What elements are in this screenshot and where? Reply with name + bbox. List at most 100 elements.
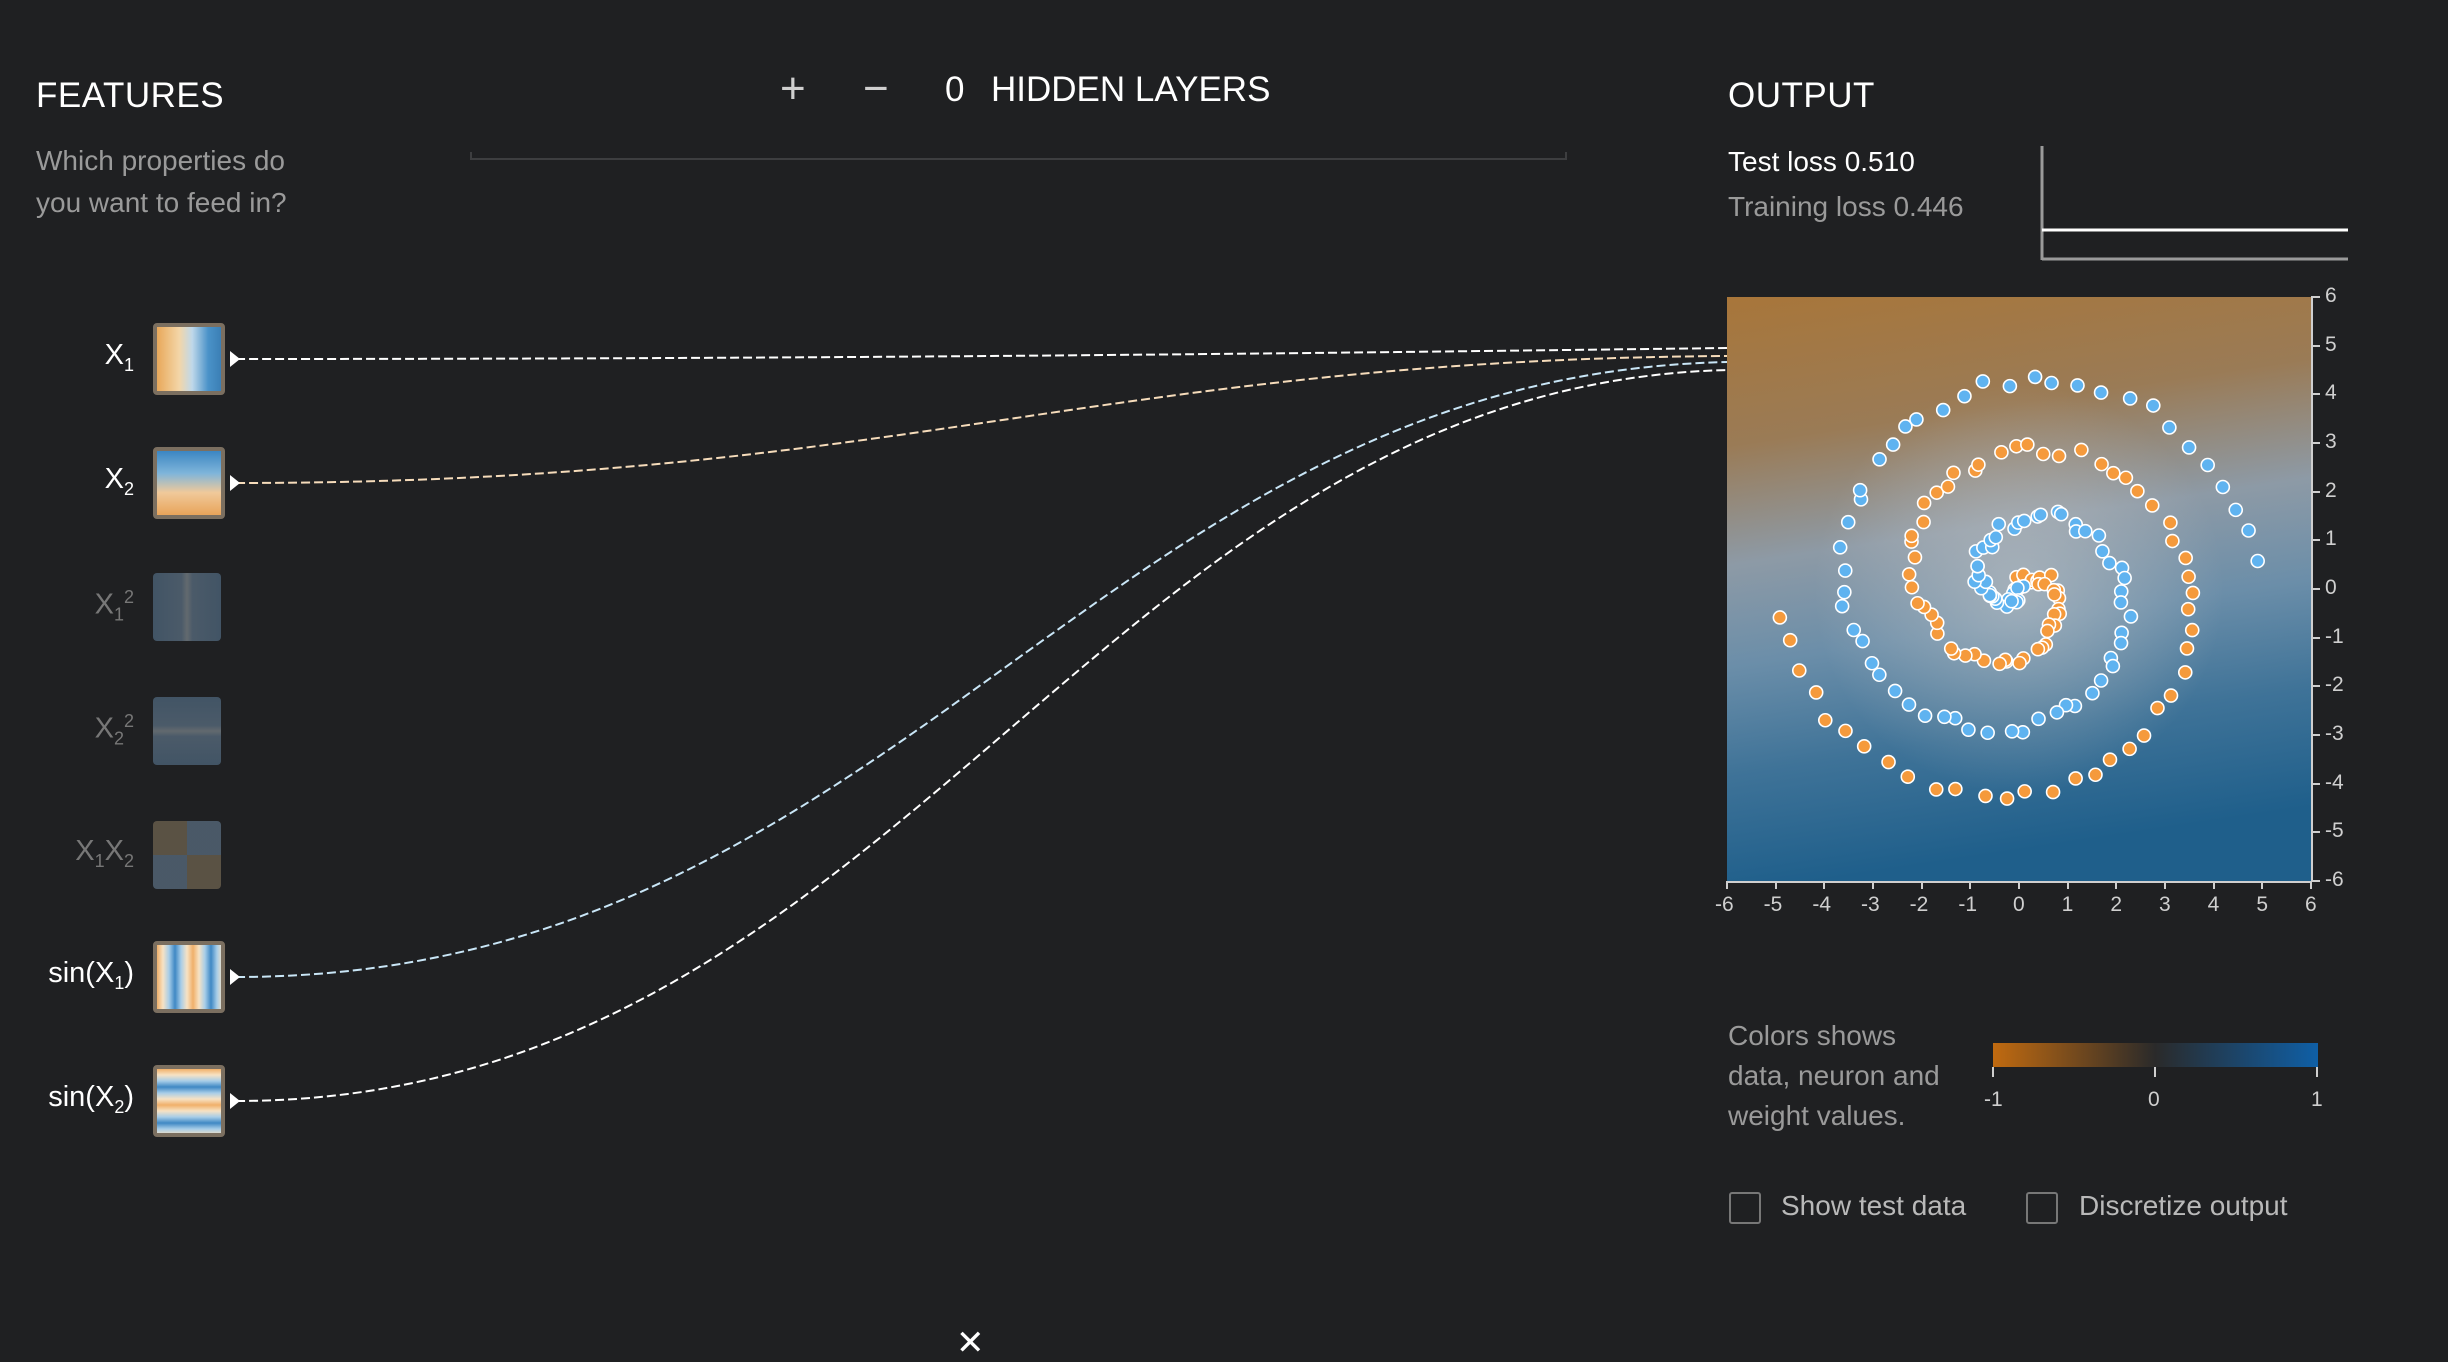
feature-toggle-5[interactable] bbox=[153, 821, 221, 889]
data-point-orange bbox=[2088, 767, 2103, 783]
x-tick-label: -3 bbox=[1861, 893, 1880, 916]
x-tick-mark bbox=[2115, 881, 2118, 889]
data-point-blue bbox=[2095, 543, 2110, 559]
data-point-orange bbox=[1992, 656, 2007, 672]
hidden-layer-count: 0 bbox=[945, 70, 965, 109]
data-point-orange bbox=[1817, 712, 1833, 728]
x-tick-label: -5 bbox=[1763, 893, 1783, 916]
data-point-blue bbox=[2241, 523, 2256, 538]
x-tick-mark bbox=[1726, 881, 1728, 889]
feature-label-sub: 2 bbox=[123, 478, 134, 499]
feature-output-arrow bbox=[230, 969, 240, 985]
data-point-orange bbox=[2184, 622, 2200, 638]
feature-label: X22 bbox=[0, 711, 134, 749]
feature-toggle-1[interactable] bbox=[153, 323, 225, 395]
y-tick-mark bbox=[2311, 442, 2320, 444]
data-point-blue bbox=[2123, 609, 2139, 624]
x-tick-mark bbox=[2164, 881, 2166, 889]
data-point-orange bbox=[2068, 771, 2083, 786]
data-point-blue bbox=[1988, 529, 2004, 545]
data-point-orange bbox=[1900, 769, 1916, 784]
data-point-orange bbox=[1928, 782, 1944, 797]
link-x2 bbox=[235, 355, 1729, 484]
x-tick-label: -1 bbox=[1958, 893, 1978, 916]
feature-toggle-6[interactable] bbox=[153, 941, 225, 1013]
data-point-blue bbox=[1885, 437, 1901, 452]
data-point-orange bbox=[2130, 483, 2145, 499]
data-point-orange bbox=[1916, 495, 1932, 511]
data-point-orange bbox=[2150, 700, 2165, 716]
data-point-orange bbox=[1910, 595, 1925, 611]
data-point-orange bbox=[2106, 465, 2121, 481]
data-point-orange bbox=[1971, 457, 1986, 472]
add-layer-button[interactable]: + bbox=[780, 64, 806, 113]
data-point-orange bbox=[2144, 498, 2160, 513]
link-sinx2 bbox=[235, 369, 1729, 1102]
data-point-blue bbox=[1834, 598, 1850, 614]
y-tick-label: -1 bbox=[2325, 624, 2344, 648]
data-point-blue bbox=[1840, 514, 1856, 530]
data-point-blue bbox=[2250, 553, 2265, 569]
data-point-blue bbox=[1909, 412, 1924, 427]
legend-description: Colors shows data, neuron and weight val… bbox=[1728, 1016, 1940, 1136]
data-point-blue bbox=[1970, 558, 1985, 574]
feature-toggle-2[interactable] bbox=[153, 447, 225, 519]
data-point-orange bbox=[2178, 550, 2193, 566]
data-point-blue bbox=[2004, 723, 2020, 739]
feature-toggle-4[interactable] bbox=[153, 697, 221, 765]
close-icon[interactable]: ✕ bbox=[956, 1324, 985, 1362]
data-point-blue bbox=[2162, 420, 2177, 435]
data-point-orange bbox=[2051, 448, 2067, 464]
scale-mid-label: 0 bbox=[2148, 1088, 2160, 1111]
x-tick-mark bbox=[2310, 881, 2312, 889]
discretize-output-checkbox[interactable] bbox=[2026, 1192, 2058, 1224]
data-point-blue bbox=[1837, 584, 1852, 600]
show-test-data-label[interactable]: Show test data bbox=[1781, 1190, 1967, 1221]
x-tick-label: -6 bbox=[1715, 893, 1734, 916]
data-point-blue bbox=[2027, 369, 2043, 385]
features-question: Which properties do you want to feed in? bbox=[36, 140, 287, 224]
data-point-blue bbox=[1864, 655, 1880, 671]
discretize-output-label[interactable]: Discretize output bbox=[2079, 1190, 2288, 1221]
feature-label-base: X bbox=[104, 463, 124, 495]
y-tick-label: 1 bbox=[2325, 527, 2337, 551]
data-point-blue bbox=[2122, 391, 2138, 406]
data-point-blue bbox=[1937, 709, 1952, 725]
feature-label: X1 bbox=[0, 339, 134, 376]
y-tick-label: -3 bbox=[2325, 722, 2344, 745]
data-point-orange bbox=[2030, 641, 2046, 657]
data-point-blue bbox=[2228, 502, 2244, 518]
y-tick-label: 3 bbox=[2325, 430, 2337, 453]
scale-tick-mid bbox=[2154, 1067, 2156, 1077]
x-tick-mark bbox=[1872, 881, 1874, 889]
x-tick-label: 1 bbox=[2061, 893, 2074, 916]
y-tick-label: -5 bbox=[2325, 819, 2344, 843]
scale-tick-max bbox=[2316, 1067, 2318, 1077]
data-point-blue bbox=[2200, 457, 2215, 473]
data-point-blue bbox=[2010, 580, 2025, 596]
feature-toggle-7[interactable] bbox=[153, 1065, 225, 1137]
data-point-orange bbox=[2165, 533, 2180, 549]
data-point-orange bbox=[2047, 587, 2062, 602]
data-point-orange bbox=[2163, 515, 2178, 530]
feature-output-arrow bbox=[230, 351, 240, 367]
link-x1 bbox=[235, 347, 1729, 360]
data-point-orange bbox=[1772, 610, 1788, 625]
data-point-orange bbox=[2094, 456, 2109, 472]
show-test-data-checkbox[interactable] bbox=[1729, 1192, 1761, 1224]
data-point-blue bbox=[2077, 523, 2093, 539]
data-point-orange bbox=[2017, 784, 2032, 799]
data-point-blue bbox=[2215, 479, 2231, 495]
data-point-orange bbox=[2118, 470, 2134, 486]
feature-toggle-3[interactable] bbox=[153, 573, 221, 641]
feature-label: X2 bbox=[0, 463, 134, 500]
x-tick-mark bbox=[1823, 881, 1826, 889]
feature-label-suffix: ) bbox=[124, 957, 134, 989]
remove-layer-button[interactable]: − bbox=[863, 64, 889, 113]
data-point-blue bbox=[1980, 725, 1995, 741]
y-tick-mark bbox=[2311, 734, 2320, 736]
x-tick-label: 2 bbox=[2110, 893, 2123, 916]
data-point-orange bbox=[2185, 585, 2201, 601]
layers-bracket bbox=[470, 152, 1567, 160]
feature-label-sub: 1 bbox=[114, 972, 125, 993]
